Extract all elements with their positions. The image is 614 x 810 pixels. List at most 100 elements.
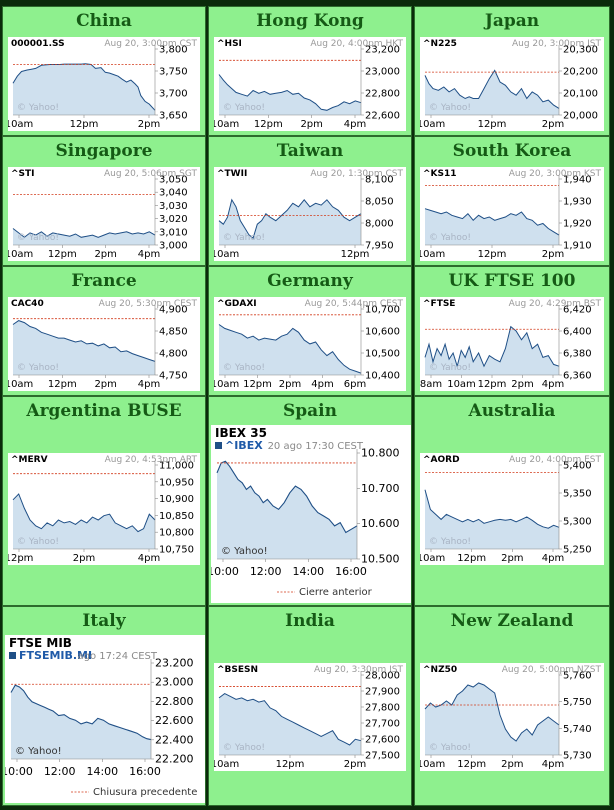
timestamp: Aug 20, 4:53pm ART (105, 455, 198, 465)
timestamp: Aug 20, 3:00pm KST (509, 169, 602, 179)
newzealand-chart: ^NZ50 Aug 20, 5:00pm NZST 5,760 5,750 5,740 5… (420, 663, 604, 771)
argentina-chart: ^MERV Aug 20, 4:53pm ART 11,000 10,950 10,90… (8, 453, 200, 565)
y-tick-label: 5,300 (563, 517, 592, 528)
chart-title: IBEX 35 (215, 426, 267, 440)
price-line (218, 693, 362, 746)
y-tick-label: 6,360 (563, 371, 592, 382)
price-line (12, 228, 156, 238)
y-tick-label: 10,900 (159, 494, 194, 505)
chart-title: FTSE MIB (9, 636, 72, 650)
yahoo-watermark: © Yahoo! (429, 363, 471, 373)
ticker-symbol[interactable]: ^IBEX (225, 439, 263, 452)
timestamp: Aug 20, 1:30pm CST (310, 169, 403, 179)
ticker-symbol[interactable]: FTSEMIB.MI (19, 649, 92, 662)
ticker-symbol[interactable]: ^MERV (11, 455, 48, 465)
y-tick-label: 7,950 (365, 241, 394, 252)
series-swatch (215, 442, 222, 449)
y-tick-label: 22.800 (155, 695, 194, 708)
y-tick-label: 6,420 (563, 305, 592, 316)
y-tick-label: 27,900 (365, 687, 400, 698)
ticker-symbol[interactable]: ^KS11 (423, 169, 457, 179)
legend-label: Cierre anterior (299, 587, 373, 598)
yahoo-watermark: © Yahoo! (223, 363, 265, 373)
timestamp: ago 17:24 CEST (77, 651, 157, 662)
panel-argentina: Argentina BUSE ^MERV Aug 20, 4:53pm ART 11,… (2, 396, 206, 606)
ticker-symbol[interactable]: ^FTSE (423, 299, 455, 309)
timestamp: Aug 20, 3:00pm JST (512, 39, 602, 49)
southkorea-chart: ^KS11 Aug 20, 3:00pm KST 1,940 1,930 1,920 1,… (420, 167, 604, 261)
panel-title: Taiwan (276, 141, 344, 161)
y-tick-label: 28,000 (365, 671, 400, 682)
yahoo-watermark: © Yahoo! (15, 746, 62, 757)
x-tick-label: 2pm (94, 249, 116, 260)
price-area (219, 74, 361, 115)
taiwan-chart: ^TWII Aug 20, 1:30pm CST 8,100 8,050 8,000 7,… (214, 167, 406, 261)
ticker-symbol[interactable]: ^NZ50 (423, 665, 457, 675)
y-tick-label: 8,050 (365, 197, 394, 208)
panel-title: Spain (283, 401, 337, 421)
yahoo-watermark: © Yahoo! (223, 103, 265, 113)
yahoo-watermark: © Yahoo! (429, 537, 471, 547)
y-tick-label: 4,750 (159, 371, 188, 382)
x-tick-label: 12pm (48, 249, 77, 260)
x-tick-label: 10:00 (5, 765, 33, 778)
panel-title: New Zealand (450, 611, 574, 631)
hongkong-chart: ^HSI Aug 20, 4:00pm HKT 23,200 23,000 22,800… (214, 37, 406, 131)
price-line (424, 489, 560, 529)
y-tick-label: 22.400 (155, 733, 194, 746)
y-tick-label: 27,800 (365, 703, 400, 714)
x-tick-label: 10am (420, 553, 445, 564)
ticker-symbol[interactable]: ^STI (11, 169, 35, 179)
ticker-symbol[interactable]: ^TWII (217, 169, 247, 179)
y-tick-label: 27,700 (365, 719, 400, 730)
x-tick-label: 4pm (138, 249, 160, 260)
y-tick-label: 1,920 (563, 219, 592, 230)
y-tick-label: 23,200 (365, 45, 400, 56)
x-tick-label: 10:00 (211, 565, 239, 578)
ticker-symbol[interactable]: ^N225 (423, 39, 457, 49)
x-tick-label: 2pm (94, 379, 116, 390)
yahoo-watermark: © Yahoo! (223, 233, 265, 243)
panel-title: Germany (267, 271, 353, 291)
x-tick-label: 10am (8, 249, 33, 260)
panel-title: UK FTSE 100 (448, 271, 576, 291)
india-chart: ^BSESN Aug 20, 3:30pm IST 28,000 27,900 27,8… (214, 663, 406, 771)
y-tick-label: 10,850 (159, 511, 194, 522)
ticker-symbol[interactable]: CAC40 (11, 299, 44, 309)
x-tick-label: 4pm (311, 379, 333, 390)
x-tick-label: 16:00 (129, 765, 161, 778)
x-tick-label: 12pm (457, 553, 486, 564)
ticker-symbol[interactable]: ^BSESN (217, 665, 258, 675)
yahoo-watermark: © Yahoo! (429, 103, 471, 113)
timestamp: Aug 20, 4:00pm EST (509, 455, 602, 465)
ticker-symbol[interactable]: ^HSI (217, 39, 242, 49)
y-tick-label: 6,380 (563, 349, 592, 360)
panel-uk: UK FTSE 100 ^FTSE Aug 20, 4:29pm BST 6,420 6… (414, 266, 610, 396)
timestamp: Aug 20, 4:29pm BST (509, 299, 602, 309)
japan-chart: ^N225 Aug 20, 3:00pm JST 20,300 20,200 20,10… (420, 37, 604, 131)
price-line (12, 320, 156, 362)
x-tick-label: 10am (447, 379, 476, 390)
price-area (13, 63, 155, 115)
y-tick-label: 27,500 (365, 751, 400, 762)
y-tick-label: 1,940 (563, 175, 592, 186)
ticker-symbol[interactable]: 000001.SS (11, 39, 65, 49)
ticker-symbol[interactable]: ^AORD (423, 455, 460, 465)
x-tick-label: 10am (420, 759, 445, 770)
y-tick-label: 23.000 (155, 676, 194, 689)
panel-southkorea: South Korea ^KS11 Aug 20, 3:00pm KST 1,940 1… (414, 136, 610, 266)
x-tick-label: 10am (8, 119, 33, 130)
x-tick-label: 12:00 (44, 765, 76, 778)
x-tick-label: 4pm (542, 379, 564, 390)
y-tick-label: 5,730 (563, 751, 592, 762)
y-tick-label: 10,750 (159, 545, 194, 556)
x-tick-label: 12pm (341, 249, 370, 260)
panel-taiwan: Taiwan ^TWII Aug 20, 1:30pm CST 8,100 8,050 8… (208, 136, 412, 266)
ticker-symbol[interactable]: ^GDAXI (217, 299, 257, 309)
